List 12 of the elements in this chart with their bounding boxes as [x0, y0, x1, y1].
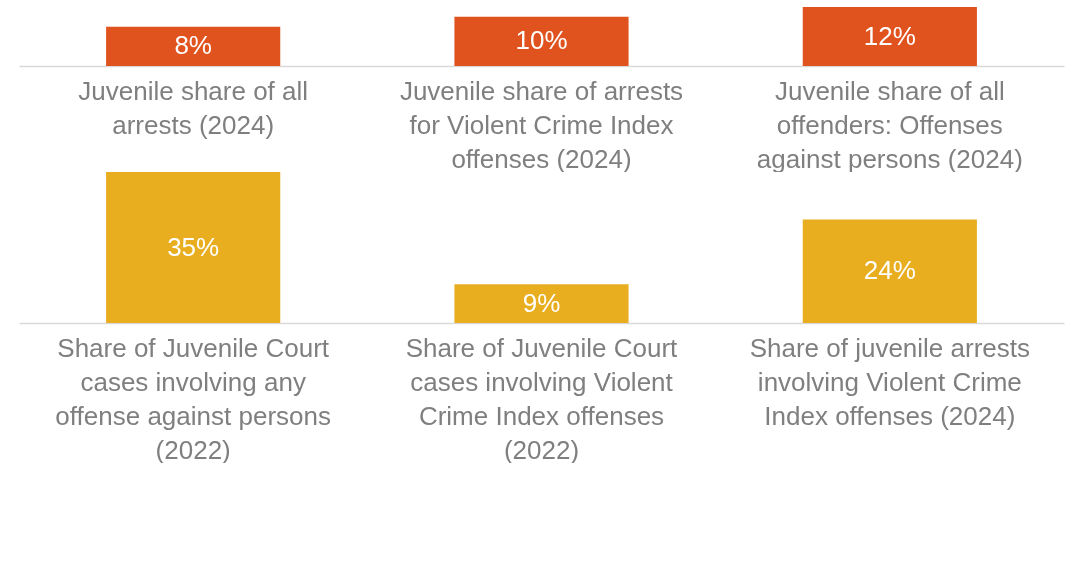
data-label: 9% — [522, 287, 561, 318]
data-label: 24% — [863, 255, 916, 286]
data-label: 10% — [515, 25, 568, 56]
data-label: 8% — [174, 30, 212, 61]
x-tick-label: Share of juvenile arrests involving Violent Crime Index offenses (2024) — [749, 332, 1031, 431]
x-tick-label: Juvenile share of arrests for Violent Crime Index offenses (2024) — [399, 75, 684, 174]
x-tick-label: Share of Juvenile Court cases involving Violent Crime Index offenses (2022) — [405, 332, 679, 465]
x-tick-label: Juvenile share of all arrests (2024) — [78, 75, 309, 140]
x-tick-label: Share of Juvenile Court cases involving any offense against persons (2022) — [55, 332, 331, 465]
x-tick-label: Juvenile share of all offenders: Offenses against persons (2024) — [756, 75, 1023, 174]
data-label: 35% — [167, 231, 220, 262]
data-label: 12% — [863, 20, 916, 51]
